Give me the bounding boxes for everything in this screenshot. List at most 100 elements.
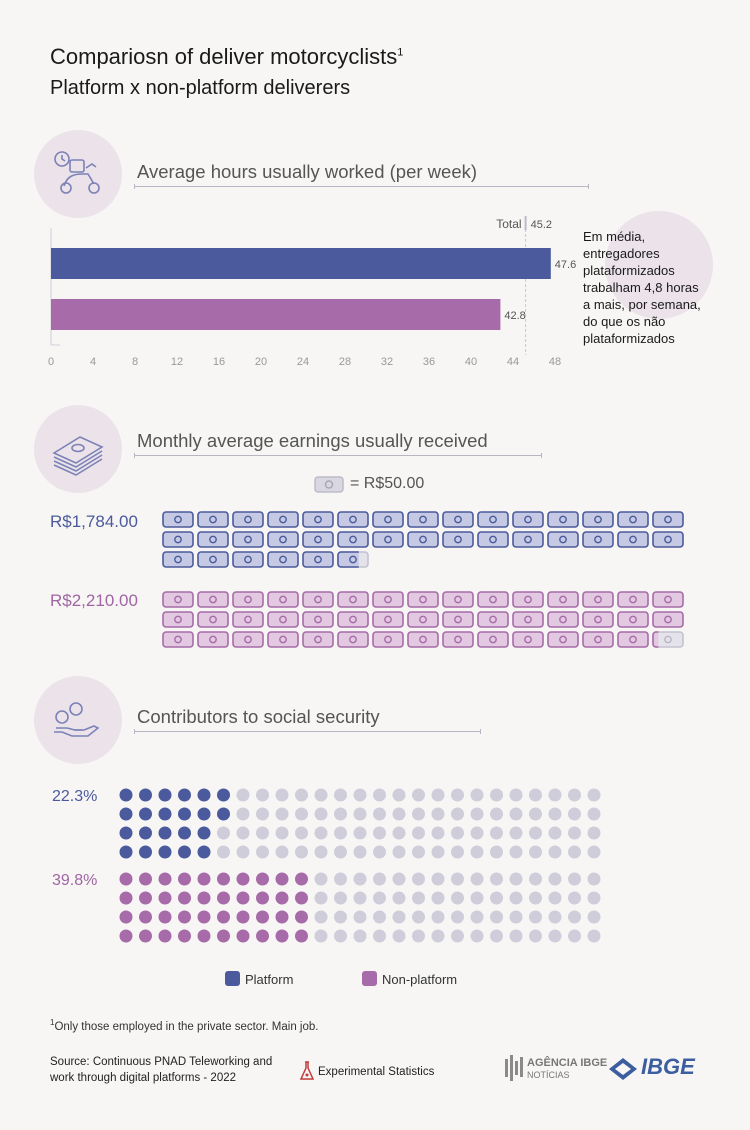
money-note: [547, 591, 579, 608]
dot-empty: [373, 910, 386, 924]
dot-empty: [236, 788, 250, 802]
dot-empty: [431, 910, 445, 924]
total-marker: [524, 216, 527, 230]
dot-filled: [178, 910, 191, 924]
dot-empty: [470, 872, 484, 886]
dot-empty: [548, 845, 562, 859]
dot-empty: [529, 872, 542, 886]
dot-filled: [178, 929, 191, 943]
dot-empty: [587, 891, 601, 905]
dot-empty: [392, 929, 406, 943]
dot-empty: [295, 788, 308, 802]
platform-pct-label: 22.3%: [52, 788, 98, 805]
money-note: [442, 531, 474, 548]
dot-empty: [587, 788, 601, 802]
dot-filled: [197, 910, 211, 924]
dot-empty: [353, 929, 367, 943]
money-note: [197, 611, 229, 628]
dot-filled: [295, 891, 308, 905]
dot-filled: [197, 845, 211, 859]
ibge-logo: IBGE: [641, 1054, 695, 1079]
dot-empty: [334, 845, 347, 859]
dot-filled: [158, 872, 172, 886]
x-tick-label: 0: [48, 356, 54, 368]
money-note: [477, 611, 509, 628]
dot-filled: [139, 845, 152, 859]
money-note: [617, 531, 649, 548]
x-tick-label: 40: [465, 356, 477, 368]
x-tick-label: 24: [297, 356, 309, 368]
dot-empty: [217, 845, 230, 859]
dot-filled: [158, 891, 172, 905]
dot-empty: [334, 891, 347, 905]
social-waffle-chart: [119, 788, 601, 943]
earnings-pictogram: [162, 511, 684, 648]
dot-empty: [412, 826, 425, 840]
money-note: [162, 531, 194, 548]
dot-empty: [568, 872, 581, 886]
bar-value-label: 47.6: [555, 259, 576, 271]
social-icon-circle: [34, 676, 122, 764]
dot-empty: [431, 826, 445, 840]
money-note: [232, 591, 264, 608]
experimental-statistics-label: Experimental Statistics: [318, 1066, 435, 1078]
dot-filled: [158, 845, 172, 859]
money-note: [512, 511, 544, 528]
dot-empty: [275, 845, 289, 859]
dot-empty: [314, 891, 328, 905]
x-tick-label: 8: [132, 356, 138, 368]
dot-empty: [509, 788, 523, 802]
dot-empty: [353, 807, 367, 821]
dot-empty: [490, 891, 503, 905]
dot-empty: [509, 891, 523, 905]
dot-empty: [295, 845, 308, 859]
dot-filled: [158, 826, 172, 840]
dot-empty: [412, 929, 425, 943]
money-note: [477, 591, 509, 608]
money-unit-icon: [314, 476, 344, 493]
dot-empty: [217, 826, 230, 840]
note-line: trabalham 4,8 horas: [583, 280, 699, 295]
dot-empty: [529, 929, 542, 943]
dot-empty: [373, 807, 386, 821]
bar-non-platform: [51, 299, 501, 330]
legend-platform-swatch: [225, 971, 240, 986]
dot-empty: [353, 872, 367, 886]
money-note: [477, 511, 509, 528]
dot-empty: [568, 807, 581, 821]
dot-empty: [548, 826, 562, 840]
dot-filled: [119, 929, 133, 943]
dot-filled: [217, 788, 230, 802]
dot-filled: [139, 788, 152, 802]
dot-empty: [529, 788, 542, 802]
money-note: [197, 531, 229, 548]
dot-empty: [412, 891, 425, 905]
dot-empty: [587, 845, 601, 859]
dot-empty: [334, 910, 347, 924]
dot-filled: [119, 891, 133, 905]
earnings-section-title: Monthly average earnings usually receive…: [137, 430, 488, 451]
dot-empty: [256, 845, 269, 859]
dot-empty: [373, 788, 386, 802]
bar-value-label: 42.8: [504, 310, 525, 322]
earnings-icon-circle: [34, 405, 122, 493]
money-note: [442, 591, 474, 608]
dot-filled: [139, 872, 152, 886]
dot-empty: [392, 845, 406, 859]
money-note: [512, 591, 544, 608]
money-note: [302, 631, 334, 648]
agencia-logo-icon: [505, 1055, 523, 1081]
dot-empty: [548, 872, 562, 886]
dot-empty: [275, 826, 289, 840]
dot-empty: [392, 826, 406, 840]
hours-bar-chart: Total 45.2 47.642.8 0 4 8 12 16 20 24 28 32 36 40 4…: [48, 216, 576, 368]
money-note: [582, 531, 614, 548]
money-note: [652, 591, 684, 608]
dot-filled: [119, 807, 133, 821]
dot-filled: [236, 891, 250, 905]
money-note: [337, 551, 369, 568]
dot-empty: [529, 826, 542, 840]
dot-filled: [119, 845, 133, 859]
money-note: [617, 631, 649, 648]
dot-empty: [470, 807, 484, 821]
